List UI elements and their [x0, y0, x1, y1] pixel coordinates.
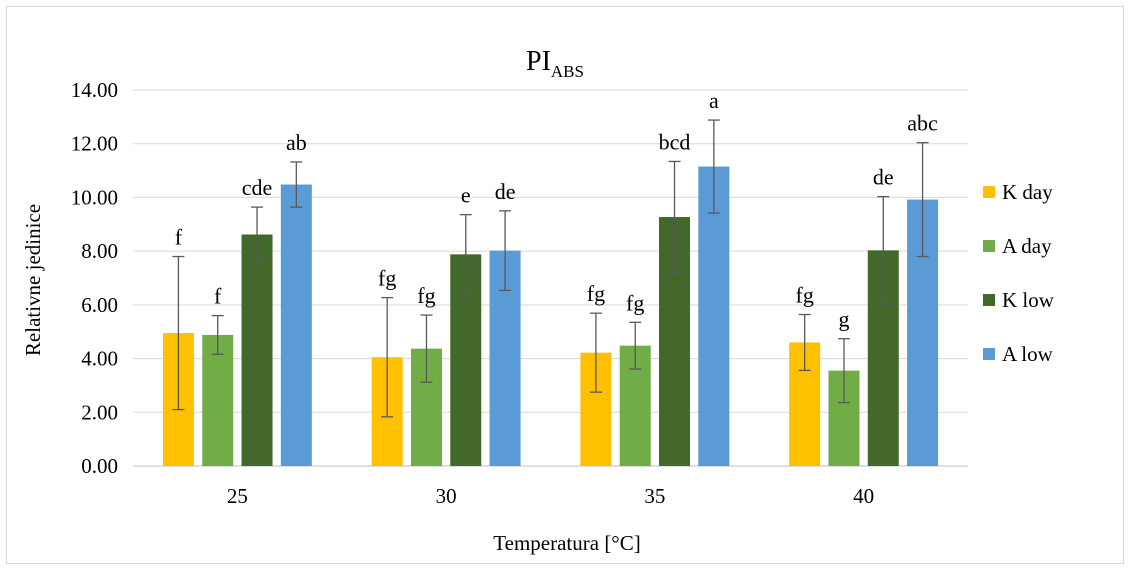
significance-label: fg: [378, 266, 396, 291]
legend-item: A low: [983, 342, 1054, 366]
error-bars: [172, 119, 929, 418]
significance-label: de: [873, 165, 894, 190]
legend-item: A day: [983, 234, 1052, 258]
error-bar: [459, 213, 472, 295]
y-tick-label: 4.00: [81, 347, 118, 371]
error-bar: [420, 314, 433, 383]
significance-label: abc: [907, 111, 938, 136]
significance-label: e: [461, 183, 471, 208]
significance-label: de: [495, 179, 516, 204]
significance-label: a: [709, 88, 719, 113]
error-bar: [211, 314, 224, 355]
legend-label: K low: [1002, 288, 1055, 312]
error-bar: [290, 161, 303, 208]
significance-label: bcd: [659, 129, 691, 154]
y-tick-label: 2.00: [81, 400, 118, 424]
y-tick-label: 8.00: [81, 239, 118, 263]
chart-title-subscript: ABS: [551, 62, 584, 81]
legend-label: A day: [1002, 234, 1052, 258]
legend-swatch: [983, 294, 995, 306]
x-tick-labels: 25 30 35 40: [227, 484, 874, 508]
legend-swatch: [983, 240, 995, 252]
significance-label: g: [838, 307, 849, 332]
significance-label: ab: [286, 130, 307, 155]
significance-label: cde: [242, 175, 273, 200]
legend-item: K low: [983, 288, 1055, 312]
y-tick-label: 10.00: [71, 185, 118, 209]
legend-swatch: [983, 186, 995, 198]
x-tick-label: 40: [853, 484, 874, 508]
chart-title-main: PI: [526, 46, 551, 77]
chart-title: PIABS: [526, 46, 584, 81]
significance-label: fg: [796, 283, 814, 308]
bar: [280, 184, 312, 466]
bar: [202, 334, 234, 466]
error-bar: [837, 338, 850, 404]
legend-label: A low: [1002, 342, 1054, 366]
significance-label: fg: [587, 281, 605, 306]
error-bar: [668, 160, 681, 274]
legend-label: K day: [1002, 180, 1053, 204]
error-bar: [172, 255, 185, 411]
error-bar: [251, 206, 264, 263]
y-tick-label: 12.00: [71, 132, 118, 156]
error-bar: [798, 313, 811, 372]
x-axis-title: Temperatura [°C]: [493, 531, 640, 555]
x-tick-label: 30: [436, 484, 457, 508]
legend: K day A day K low A low: [983, 180, 1055, 366]
significance-label: f: [214, 284, 222, 309]
y-tick-labels: 0.00 2.00 4.00 6.00 8.00 10.00 12.00 14.00: [71, 78, 118, 478]
legend-item: K day: [983, 180, 1053, 204]
y-tick-label: 0.00: [81, 454, 118, 478]
error-bar: [499, 210, 512, 292]
significance-label: fg: [417, 283, 435, 308]
y-axis-title: Relativne jedinice: [21, 204, 45, 356]
error-bar: [707, 119, 720, 214]
bars: [162, 166, 939, 467]
bar: [241, 234, 273, 466]
error-bar: [629, 321, 642, 370]
x-tick-label: 35: [644, 484, 665, 508]
error-bar: [589, 312, 602, 393]
x-tick-label: 25: [227, 484, 248, 508]
legend-swatch: [983, 348, 995, 360]
significance-label: fg: [626, 290, 644, 315]
bar: [698, 166, 730, 467]
error-bar: [916, 141, 929, 258]
significance-label: f: [175, 225, 183, 250]
error-bar: [381, 296, 394, 418]
y-tick-label: 14.00: [71, 78, 118, 102]
y-tick-label: 6.00: [81, 293, 118, 317]
error-bar: [877, 195, 890, 305]
